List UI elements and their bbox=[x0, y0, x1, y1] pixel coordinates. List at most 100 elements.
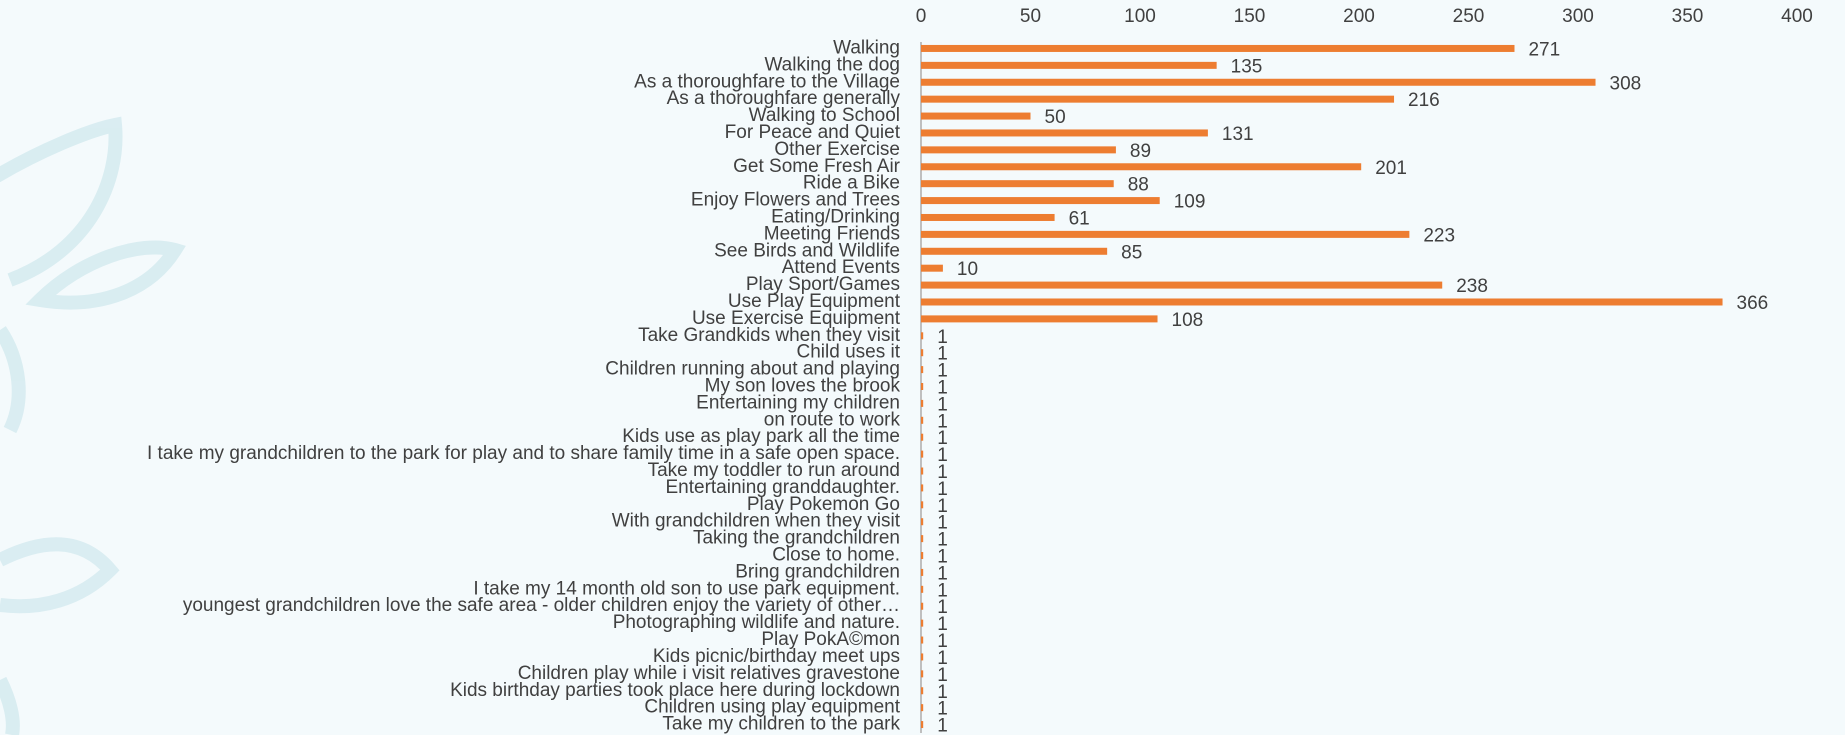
data-label: 1 bbox=[937, 699, 948, 720]
bar bbox=[921, 112, 1031, 120]
y-tick-label: Photographing wildlife and nature. bbox=[613, 612, 900, 633]
bar bbox=[921, 704, 924, 712]
y-tick-label: As a thoroughfare generally bbox=[667, 88, 901, 109]
data-label: 238 bbox=[1456, 276, 1488, 297]
data-label: 216 bbox=[1408, 90, 1440, 111]
bar bbox=[921, 721, 924, 729]
y-tick-label: I take my grandchildren to the park for … bbox=[147, 443, 900, 464]
data-label: 10 bbox=[957, 259, 978, 280]
y-tick-label: Entertaining granddaughter. bbox=[665, 477, 900, 498]
y-tick-label: Take my toddler to run around bbox=[648, 460, 900, 481]
bar bbox=[921, 281, 1443, 289]
y-tick-label: Walking bbox=[833, 37, 900, 58]
bar bbox=[921, 197, 1160, 205]
x-tick-label: 0 bbox=[916, 6, 927, 27]
data-label: 1 bbox=[937, 428, 948, 449]
bar bbox=[921, 61, 1217, 69]
data-label: 1 bbox=[937, 394, 948, 415]
data-label: 1 bbox=[937, 682, 948, 703]
bar bbox=[921, 349, 924, 357]
y-tick-label: Kids use as play park all the time bbox=[622, 426, 900, 447]
bar bbox=[921, 585, 924, 593]
data-label: 61 bbox=[1069, 208, 1090, 229]
data-label: 1 bbox=[937, 665, 948, 686]
data-label: 1 bbox=[937, 327, 948, 348]
y-tick-label: Other Exercise bbox=[774, 139, 900, 160]
y-tick-label: youngest grandchildren love the safe are… bbox=[183, 595, 900, 616]
bar bbox=[921, 129, 1208, 137]
bar bbox=[921, 433, 924, 441]
y-tick-label: Close to home. bbox=[772, 545, 900, 566]
bar bbox=[921, 383, 924, 390]
data-label: 1 bbox=[937, 597, 948, 618]
data-label: 1 bbox=[937, 547, 948, 568]
data-label: 1 bbox=[937, 580, 948, 601]
data-label: 1 bbox=[937, 411, 948, 432]
bar bbox=[921, 636, 924, 644]
y-tick-label: Take my children to the park bbox=[662, 714, 900, 735]
data-label: 1 bbox=[937, 462, 948, 483]
data-label: 366 bbox=[1737, 293, 1769, 314]
bar bbox=[921, 467, 924, 475]
y-tick-label: Children using play equipment bbox=[644, 697, 900, 718]
x-tick-label: 250 bbox=[1453, 6, 1485, 27]
data-label: 1 bbox=[937, 496, 948, 517]
y-tick-label: Play Pokemon Go bbox=[747, 494, 900, 515]
x-tick-label: 150 bbox=[1234, 6, 1266, 27]
x-tick-label: 200 bbox=[1343, 6, 1375, 27]
bar bbox=[921, 501, 924, 509]
data-label: 1 bbox=[937, 344, 948, 365]
background-leaves bbox=[0, 116, 186, 735]
y-tick-label: As a thoroughfare to the Village bbox=[634, 71, 900, 92]
bar bbox=[921, 298, 1723, 306]
bar bbox=[921, 95, 1395, 103]
data-label: 1 bbox=[937, 614, 948, 635]
data-label: 1 bbox=[937, 445, 948, 466]
data-label: 135 bbox=[1231, 56, 1263, 77]
data-label: 109 bbox=[1174, 192, 1206, 213]
bar bbox=[921, 568, 924, 576]
bar bbox=[921, 264, 943, 272]
y-tick-label: Children running about and playing bbox=[605, 359, 900, 380]
x-tick-label: 350 bbox=[1672, 6, 1704, 27]
data-label: 131 bbox=[1222, 124, 1254, 145]
bar bbox=[921, 535, 924, 543]
bar bbox=[921, 163, 1362, 171]
data-label: 85 bbox=[1121, 242, 1142, 263]
bar bbox=[921, 180, 1114, 188]
bar bbox=[921, 653, 924, 661]
data-label: 1 bbox=[937, 563, 948, 584]
y-tick-label: Play PokA©mon bbox=[761, 629, 900, 650]
bar bbox=[921, 315, 1158, 323]
bar bbox=[921, 247, 1108, 255]
bar bbox=[921, 670, 924, 678]
data-label: 1 bbox=[937, 479, 948, 500]
y-tick-label: Meeting Friends bbox=[764, 223, 900, 244]
y-tick-label: Kids birthday parties took place here du… bbox=[450, 680, 900, 701]
y-tick-label: I take my 14 month old son to use park e… bbox=[473, 578, 900, 599]
data-label: 89 bbox=[1130, 141, 1151, 162]
bar bbox=[921, 416, 924, 424]
bar bbox=[921, 399, 924, 407]
y-tick-label: My son loves the brook bbox=[705, 376, 901, 397]
bar bbox=[921, 332, 924, 340]
y-tick-label: Entertaining my children bbox=[696, 392, 900, 413]
y-tick-label: See Birds and Wildlife bbox=[714, 240, 900, 261]
data-label: 308 bbox=[1610, 73, 1642, 94]
data-label: 223 bbox=[1423, 225, 1455, 246]
data-label: 1 bbox=[937, 530, 948, 551]
bar bbox=[921, 78, 1596, 86]
data-label: 201 bbox=[1375, 158, 1407, 179]
y-tick-label: For Peace and Quiet bbox=[725, 122, 901, 143]
data-label: 1 bbox=[937, 648, 948, 669]
bar bbox=[921, 450, 924, 458]
y-tick-label: Children play while i visit relatives gr… bbox=[518, 663, 900, 684]
data-label: 108 bbox=[1172, 310, 1204, 331]
y-tick-label: Use Exercise Equipment bbox=[692, 308, 901, 329]
data-label: 50 bbox=[1045, 107, 1066, 128]
y-tick-label: Kids picnic/birthday meet ups bbox=[653, 646, 900, 667]
y-tick-label: Ride a Bike bbox=[803, 173, 900, 194]
data-label: 1 bbox=[937, 631, 948, 652]
x-tick-label: 400 bbox=[1781, 6, 1813, 27]
y-tick-label: Enjoy Flowers and Trees bbox=[691, 190, 900, 211]
